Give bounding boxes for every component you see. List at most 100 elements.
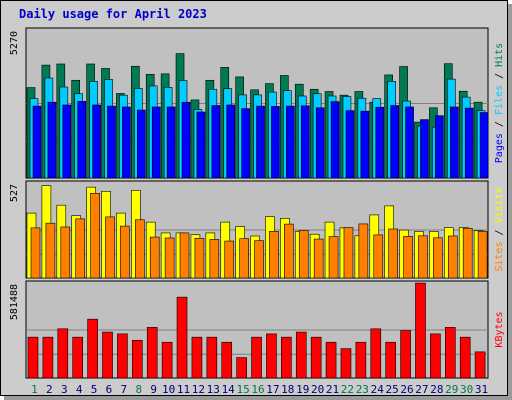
bar-sites-day-15 bbox=[239, 238, 249, 279]
x-tick-label-29: 29 bbox=[445, 383, 458, 396]
bar-kbytes-day-5 bbox=[87, 318, 98, 379]
bar-pages-day-31 bbox=[479, 112, 489, 179]
bar-pages-day-8 bbox=[137, 109, 146, 179]
bar-kbytes-day-1 bbox=[27, 336, 39, 379]
x-tick-label-22: 22 bbox=[341, 383, 354, 396]
bar-kbytes-day-26 bbox=[400, 330, 411, 379]
x-tick-label-30: 30 bbox=[460, 383, 473, 396]
bar-pages-day-16 bbox=[256, 105, 265, 179]
legend-visits: Visits bbox=[494, 187, 505, 223]
x-tick-label-20: 20 bbox=[311, 383, 324, 396]
x-tick-label-4: 4 bbox=[76, 383, 83, 396]
x-tick-label-6: 6 bbox=[106, 383, 113, 396]
legend-separator: / bbox=[494, 67, 505, 85]
x-tick-label-5: 5 bbox=[91, 383, 98, 396]
bar-pages-day-17 bbox=[271, 106, 280, 179]
legend-kbytes: KBytes bbox=[494, 311, 505, 347]
x-tick-label-25: 25 bbox=[386, 383, 399, 396]
x-tick-label-19: 19 bbox=[296, 383, 309, 396]
bar-sites-day-20 bbox=[313, 238, 324, 279]
legend-sites: Sites bbox=[494, 242, 505, 272]
bar-pages-day-4 bbox=[77, 101, 87, 179]
bar-kbytes-day-29 bbox=[444, 327, 456, 379]
bar-pages-day-1 bbox=[32, 105, 42, 179]
bar-kbytes-day-25 bbox=[385, 341, 396, 379]
bar-kbytes-day-16 bbox=[251, 336, 262, 379]
legend-pages-files-hits: Pages / Files / Hits bbox=[494, 43, 505, 163]
bar-sites-day-17 bbox=[269, 231, 279, 279]
bar-kbytes-day-22 bbox=[340, 348, 352, 379]
bar-sites-day-24 bbox=[373, 234, 384, 279]
bar-sites-day-23 bbox=[358, 223, 369, 279]
bar-sites-day-4 bbox=[75, 218, 86, 279]
x-tick-label-28: 28 bbox=[430, 383, 443, 396]
bar-kbytes-day-4 bbox=[72, 336, 84, 379]
bar-sites-day-2 bbox=[45, 222, 56, 279]
bar-pages-day-21 bbox=[330, 101, 340, 179]
bar-kbytes-day-2 bbox=[42, 336, 54, 379]
legend-hits: Hits bbox=[494, 43, 505, 67]
bar-kbytes-day-30 bbox=[459, 336, 471, 379]
bar-sites-day-12 bbox=[194, 238, 205, 279]
x-tick-label-18: 18 bbox=[281, 383, 294, 396]
bar-sites-day-1 bbox=[30, 227, 41, 279]
bar-pages-day-30 bbox=[464, 107, 474, 179]
bar-kbytes-day-8 bbox=[132, 339, 143, 379]
legend-visits-sites: Sites / Visits bbox=[494, 187, 505, 271]
bar-pages-day-27 bbox=[420, 119, 429, 179]
x-tick-label-9: 9 bbox=[150, 383, 157, 396]
bar-sites-day-10 bbox=[164, 237, 175, 279]
bar-pages-day-7 bbox=[122, 106, 131, 179]
y-max-label-visits-sites: 527 bbox=[9, 184, 20, 202]
bar-pages-day-13 bbox=[211, 105, 221, 179]
bar-pages-day-6 bbox=[107, 105, 116, 179]
bar-kbytes-day-31 bbox=[474, 351, 486, 379]
legend-kbytes: KBytes bbox=[494, 311, 505, 347]
bar-kbytes-day-20 bbox=[310, 336, 322, 379]
x-tick-label-12: 12 bbox=[192, 383, 205, 396]
x-tick-label-3: 3 bbox=[61, 383, 68, 396]
y-max-label-pages-files-hits: 5270 bbox=[9, 31, 20, 55]
bar-sites-day-7 bbox=[120, 225, 130, 279]
bar-kbytes-day-6 bbox=[102, 331, 113, 379]
bar-kbytes-day-21 bbox=[325, 341, 337, 379]
x-tick-label-31: 31 bbox=[475, 383, 488, 396]
bar-pages-day-23 bbox=[360, 110, 370, 179]
bar-pages-day-22 bbox=[345, 110, 355, 179]
bar-kbytes-day-10 bbox=[161, 341, 173, 379]
bar-sites-day-31 bbox=[477, 231, 488, 279]
x-tick-label-27: 27 bbox=[415, 383, 428, 396]
x-tick-label-24: 24 bbox=[371, 383, 385, 396]
y-max-label-kbytes: 581488 bbox=[9, 284, 20, 320]
bar-sites-day-3 bbox=[60, 226, 71, 279]
bar-pages-day-25 bbox=[390, 105, 399, 179]
x-tick-label-14: 14 bbox=[222, 383, 236, 396]
bar-kbytes-day-27 bbox=[415, 282, 426, 379]
bar-pages-day-10 bbox=[166, 106, 176, 179]
bar-sites-day-27 bbox=[418, 235, 428, 279]
bar-pages-day-14 bbox=[226, 104, 236, 179]
bar-sites-day-14 bbox=[224, 240, 235, 279]
x-tick-label-1: 1 bbox=[31, 383, 38, 396]
bar-kbytes-day-13 bbox=[206, 336, 218, 379]
bar-pages-day-18 bbox=[286, 105, 295, 179]
bar-kbytes-day-3 bbox=[57, 328, 69, 379]
bar-sites-day-19 bbox=[298, 230, 309, 279]
bar-pages-day-20 bbox=[315, 107, 325, 179]
bar-pages-day-3 bbox=[62, 104, 72, 179]
bar-pages-day-2 bbox=[47, 101, 57, 179]
bar-pages-day-26 bbox=[405, 106, 414, 179]
bar-sites-day-13 bbox=[209, 239, 220, 279]
bar-sites-day-26 bbox=[403, 236, 413, 279]
x-tick-label-10: 10 bbox=[162, 383, 175, 396]
bar-kbytes-day-23 bbox=[355, 341, 367, 379]
bar-kbytes-day-15 bbox=[236, 357, 247, 379]
bar-pages-day-9 bbox=[151, 106, 161, 179]
bar-sites-day-28 bbox=[433, 237, 443, 279]
bar-pages-day-15 bbox=[241, 108, 250, 179]
legend-files: Files bbox=[494, 85, 505, 115]
bar-pages-day-5 bbox=[92, 104, 101, 179]
bar-kbytes-day-17 bbox=[266, 333, 277, 379]
bar-sites-day-29 bbox=[447, 235, 458, 279]
